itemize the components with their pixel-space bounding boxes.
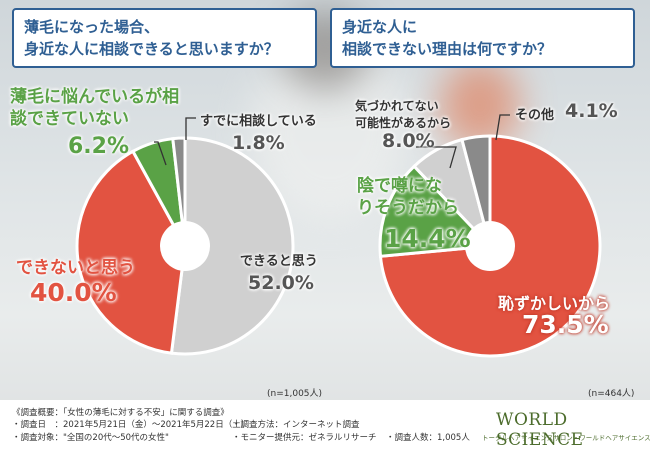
footer: 《調査概要：「女性の薄毛に対する不安」に関する調査》 ・調査日 ：2021年5月… <box>0 400 650 450</box>
pie2-slice-4 <box>460 134 492 247</box>
footer-survey-count: ・調査人数：1,005人 <box>386 433 470 443</box>
pie1-label-2: できないと思う <box>16 258 135 278</box>
footer-survey-title: 《調査概要：「女性の薄毛に対する不安」に関する調査》 <box>12 408 229 418</box>
pie1-value-4: 1.8% <box>232 132 285 154</box>
brand-logo-subtitle: トータルヘアサイエンスサロン・ワールドヘアサイエンス <box>482 434 650 442</box>
left-question-line2: 身近な人に相談できると思いますか？ <box>24 40 279 58</box>
footer-survey-target: ・調査対象："全国の20代～50代の女性" <box>12 433 169 443</box>
pie1-slice-2 <box>75 149 187 355</box>
pie1-slice-1 <box>169 136 295 356</box>
pie2-value-2: 14.4% <box>384 224 471 253</box>
leader-line-2 <box>185 117 196 140</box>
footer-survey-method: ・調査方法：インターネット調査 <box>232 420 360 430</box>
right-sample-size: (n=464人) <box>588 389 635 399</box>
footer-survey-period: ・調査日 ：2021年5月21日（金）～2021年5月22日（土） <box>12 420 250 430</box>
pie2-label-2: 陰で噂にな りそうだから <box>357 176 459 218</box>
pie1-label-3: 薄毛に悩んでいるが相 談できていない <box>10 87 180 129</box>
brand-logo: WORLD SCIENCE <box>496 410 584 450</box>
leader-line-3 <box>416 146 457 169</box>
left-sample-size: (n=1,005人) <box>267 389 323 399</box>
pie1-label-4: すでに相談している <box>200 114 317 129</box>
pie2-value-1: 73.5% <box>522 310 609 339</box>
footer-survey-provider: ・モニター提供元：ゼネラルリサーチ <box>232 433 377 443</box>
left-question-line1: 薄毛になった場合、 <box>24 18 160 36</box>
pie1-center-hole <box>160 221 210 271</box>
right-question-box: 身近な人に 相談できない理由は何ですか？ <box>330 8 635 68</box>
right-question-line2: 相談できない理由は何ですか？ <box>342 40 553 58</box>
pie2-center-hole <box>465 221 515 271</box>
pie2-value-3: 8.0% <box>382 130 435 152</box>
pie1-label-1: できると思う <box>240 254 318 269</box>
right-question-line1: 身近な人に <box>342 18 418 36</box>
pie1-value-2: 40.0% <box>30 278 117 307</box>
pie2-label-4: その他 <box>515 108 555 123</box>
pie2-label-3: 気づかれてない 可能性があるから <box>355 99 452 130</box>
pie1-value-3: 6.2% <box>68 134 130 159</box>
leader-line-4 <box>495 114 510 141</box>
pie1-slice-4 <box>171 136 187 247</box>
leader-line-1 <box>154 141 167 166</box>
pie1-value-1: 52.0% <box>248 272 314 294</box>
pie2-label-1: 恥ずかしいから <box>498 294 611 313</box>
pie2-slice-2 <box>378 164 494 258</box>
left-question-box: 薄毛になった場合、 身近な人に相談できると思いますか？ <box>12 8 317 68</box>
pie2-value-4: 4.1% <box>565 100 618 122</box>
